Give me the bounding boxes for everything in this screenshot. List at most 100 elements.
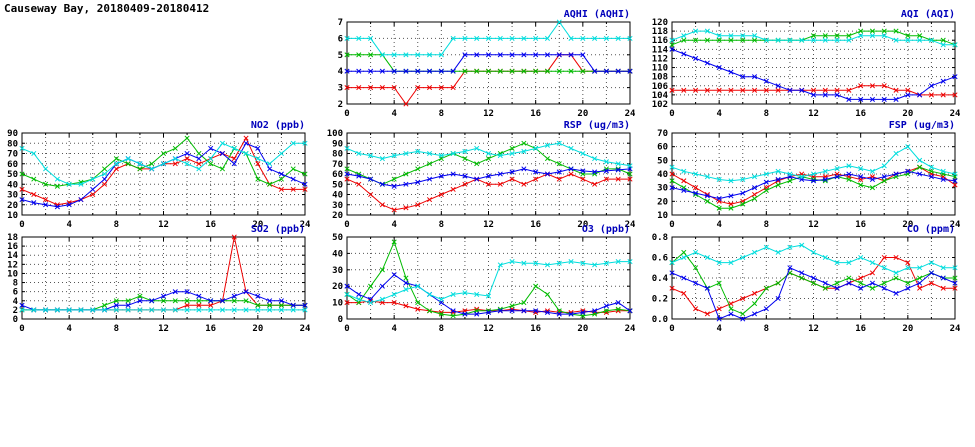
svg-text:8: 8 [13,279,18,289]
svg-text:50: 50 [657,156,668,166]
svg-text:20: 20 [902,220,913,230]
svg-text:40: 40 [657,170,668,180]
svg-text:24: 24 [625,109,635,119]
svg-text:16: 16 [855,324,866,334]
svg-text:0: 0 [13,315,18,325]
svg-text:24: 24 [950,220,960,230]
svg-text:0: 0 [344,324,349,334]
svg-text:60: 60 [7,160,18,170]
svg-text:20: 20 [577,109,588,119]
svg-text:16: 16 [205,324,216,334]
svg-text:90: 90 [332,139,343,149]
svg-text:14: 14 [7,251,18,261]
svg-text:24: 24 [950,109,960,119]
svg-text:60: 60 [657,143,668,153]
svg-text:118: 118 [652,27,668,37]
svg-text:16: 16 [7,242,18,252]
svg-text:8: 8 [764,324,769,334]
svg-text:AQHI (AQHI): AQHI (AQHI) [564,9,630,20]
svg-text:12: 12 [158,324,169,334]
chart-plot-fsp: 10 20 30 40 50 60 70 0 4 8 12 16 20 24 FSP (ug/m3) [657,120,961,230]
chart-rsp: 20 30 40 50 60 70 80 90 100 0 4 8 12 16 20 24 RSP (ug/m3… [315,117,636,242]
chart-no2: 10 20 30 40 50 60 70 80 90 0 4 8 12 16 20 24 NO2 (ppb) [0,117,311,242]
svg-text:30: 30 [7,191,18,201]
svg-text:5: 5 [338,51,343,61]
svg-text:50: 50 [7,170,18,180]
svg-text:4: 4 [391,220,397,230]
svg-text:20: 20 [577,220,588,230]
svg-text:24: 24 [300,324,310,334]
svg-text:40: 40 [332,191,343,201]
svg-text:16: 16 [530,109,541,119]
svg-text:RSP (ug/m3): RSP (ug/m3) [564,120,630,131]
chart-aqhi: 2 3 4 5 6 7 0 4 8 12 16 20 24 AQHI (AQHI) [315,6,636,131]
chart-aqi: 102 104 106 108 110 112 114 116 118 120 0 4 8 12 16 20 2… [640,6,961,131]
svg-text:8: 8 [114,324,119,334]
chart-so2: 0 2 4 6 8 10 12 14 16 18 0 4 8 12 16 20 24 SO2 (ppb) [0,221,311,346]
svg-text:108: 108 [652,73,668,83]
svg-text:0.8: 0.8 [652,233,668,243]
svg-text:0: 0 [338,315,343,325]
svg-text:0: 0 [344,220,349,230]
svg-text:16: 16 [205,220,216,230]
svg-text:60: 60 [332,170,343,180]
svg-text:10: 10 [657,211,668,221]
svg-text:30: 30 [332,201,343,211]
svg-text:104: 104 [652,91,669,101]
chart-plot-aqhi: 2 3 4 5 6 7 0 4 8 12 16 20 24 AQHI (AQHI) [338,9,636,119]
svg-text:4: 4 [66,220,72,230]
chart-plot-co: 0.0 0.2 0.4 0.6 0.8 0 4 8 12 16 20 24 CO (ppm) [652,224,961,334]
svg-text:10: 10 [7,269,18,279]
svg-text:4: 4 [391,324,397,334]
svg-text:4: 4 [13,297,19,307]
svg-text:106: 106 [652,82,668,92]
chart-co: 0.0 0.2 0.4 0.6 0.8 0 4 8 12 16 20 24 CO (ppm) [640,221,961,346]
svg-text:8: 8 [764,109,769,119]
svg-text:70: 70 [7,150,18,160]
svg-text:24: 24 [950,324,960,334]
svg-text:4: 4 [66,324,72,334]
svg-text:3: 3 [338,84,343,94]
chart-fsp: 10 20 30 40 50 60 70 0 4 8 12 16 20 24 FSP (ug/m3) [640,117,961,242]
svg-text:0.4: 0.4 [652,274,669,284]
svg-text:AQI (AQI): AQI (AQI) [901,9,955,20]
svg-text:4: 4 [716,324,722,334]
svg-text:120: 120 [652,18,668,28]
svg-text:7: 7 [338,18,343,28]
svg-text:20: 20 [902,324,913,334]
svg-text:100: 100 [327,129,343,139]
svg-text:SO2 (ppb): SO2 (ppb) [251,224,305,235]
svg-text:6: 6 [338,34,343,44]
svg-text:0: 0 [19,220,24,230]
svg-text:NO2 (ppb): NO2 (ppb) [251,120,305,131]
svg-text:110: 110 [652,64,668,74]
svg-text:12: 12 [808,220,819,230]
svg-text:50: 50 [332,233,343,243]
svg-text:80: 80 [332,150,343,160]
svg-text:18: 18 [7,233,18,243]
svg-text:30: 30 [657,184,668,194]
svg-text:24: 24 [625,220,635,230]
svg-text:40: 40 [7,180,18,190]
svg-text:24: 24 [300,220,310,230]
svg-text:12: 12 [483,324,494,334]
svg-text:114: 114 [652,45,669,55]
svg-text:20: 20 [252,220,263,230]
svg-text:12: 12 [808,109,819,119]
svg-text:10: 10 [7,211,18,221]
svg-text:2: 2 [338,100,343,110]
chart-o3: 0 10 20 30 40 50 0 4 8 12 16 20 24 O3 (ppb) [315,221,636,346]
svg-text:40: 40 [332,249,343,259]
svg-text:4: 4 [391,109,397,119]
svg-text:0: 0 [344,109,349,119]
svg-text:8: 8 [439,109,444,119]
svg-text:16: 16 [855,109,866,119]
svg-text:8: 8 [114,220,119,230]
svg-text:70: 70 [657,129,668,139]
svg-text:16: 16 [530,220,541,230]
svg-text:4: 4 [716,220,722,230]
svg-text:0.0: 0.0 [652,315,668,325]
